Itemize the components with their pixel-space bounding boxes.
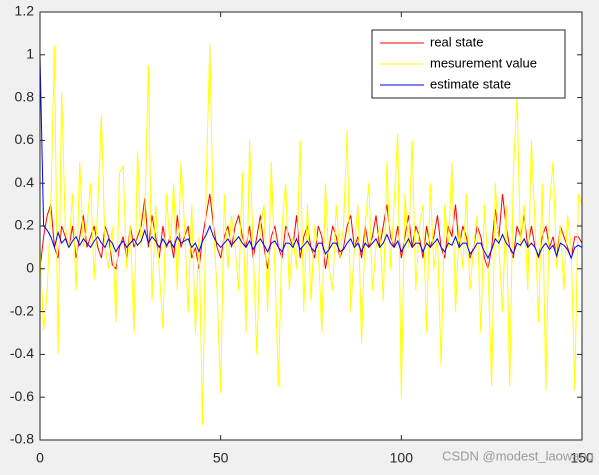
y-tick-label: 1.2 xyxy=(15,3,35,19)
legend-label: mesurement value xyxy=(430,55,537,70)
x-tick-label: 100 xyxy=(390,450,414,466)
watermark: CSDN @modest_laowang xyxy=(442,448,594,463)
y-tick-label: -0.4 xyxy=(10,345,34,361)
legend-label: estimate state xyxy=(430,76,511,91)
x-tick-label: 150 xyxy=(570,450,594,466)
y-tick-label: 0.6 xyxy=(15,131,35,147)
y-tick-label: 1 xyxy=(26,46,34,62)
y-tick-label: -0.8 xyxy=(10,431,34,447)
y-tick-label: 0.8 xyxy=(15,88,35,104)
y-tick-label: 0.4 xyxy=(15,174,35,190)
series-line xyxy=(39,44,583,426)
x-tick-label: 0 xyxy=(36,450,44,466)
y-tick-label: -0.6 xyxy=(10,388,34,404)
y-tick-label: -0.2 xyxy=(10,302,34,318)
legend-label: real state xyxy=(430,34,483,49)
y-tick-label: 0 xyxy=(26,260,34,276)
y-tick-label: 0.2 xyxy=(15,217,35,233)
legend: real state mesurement value estimate state xyxy=(371,29,566,99)
x-tick-label: 50 xyxy=(213,450,229,466)
series-line xyxy=(39,54,583,260)
